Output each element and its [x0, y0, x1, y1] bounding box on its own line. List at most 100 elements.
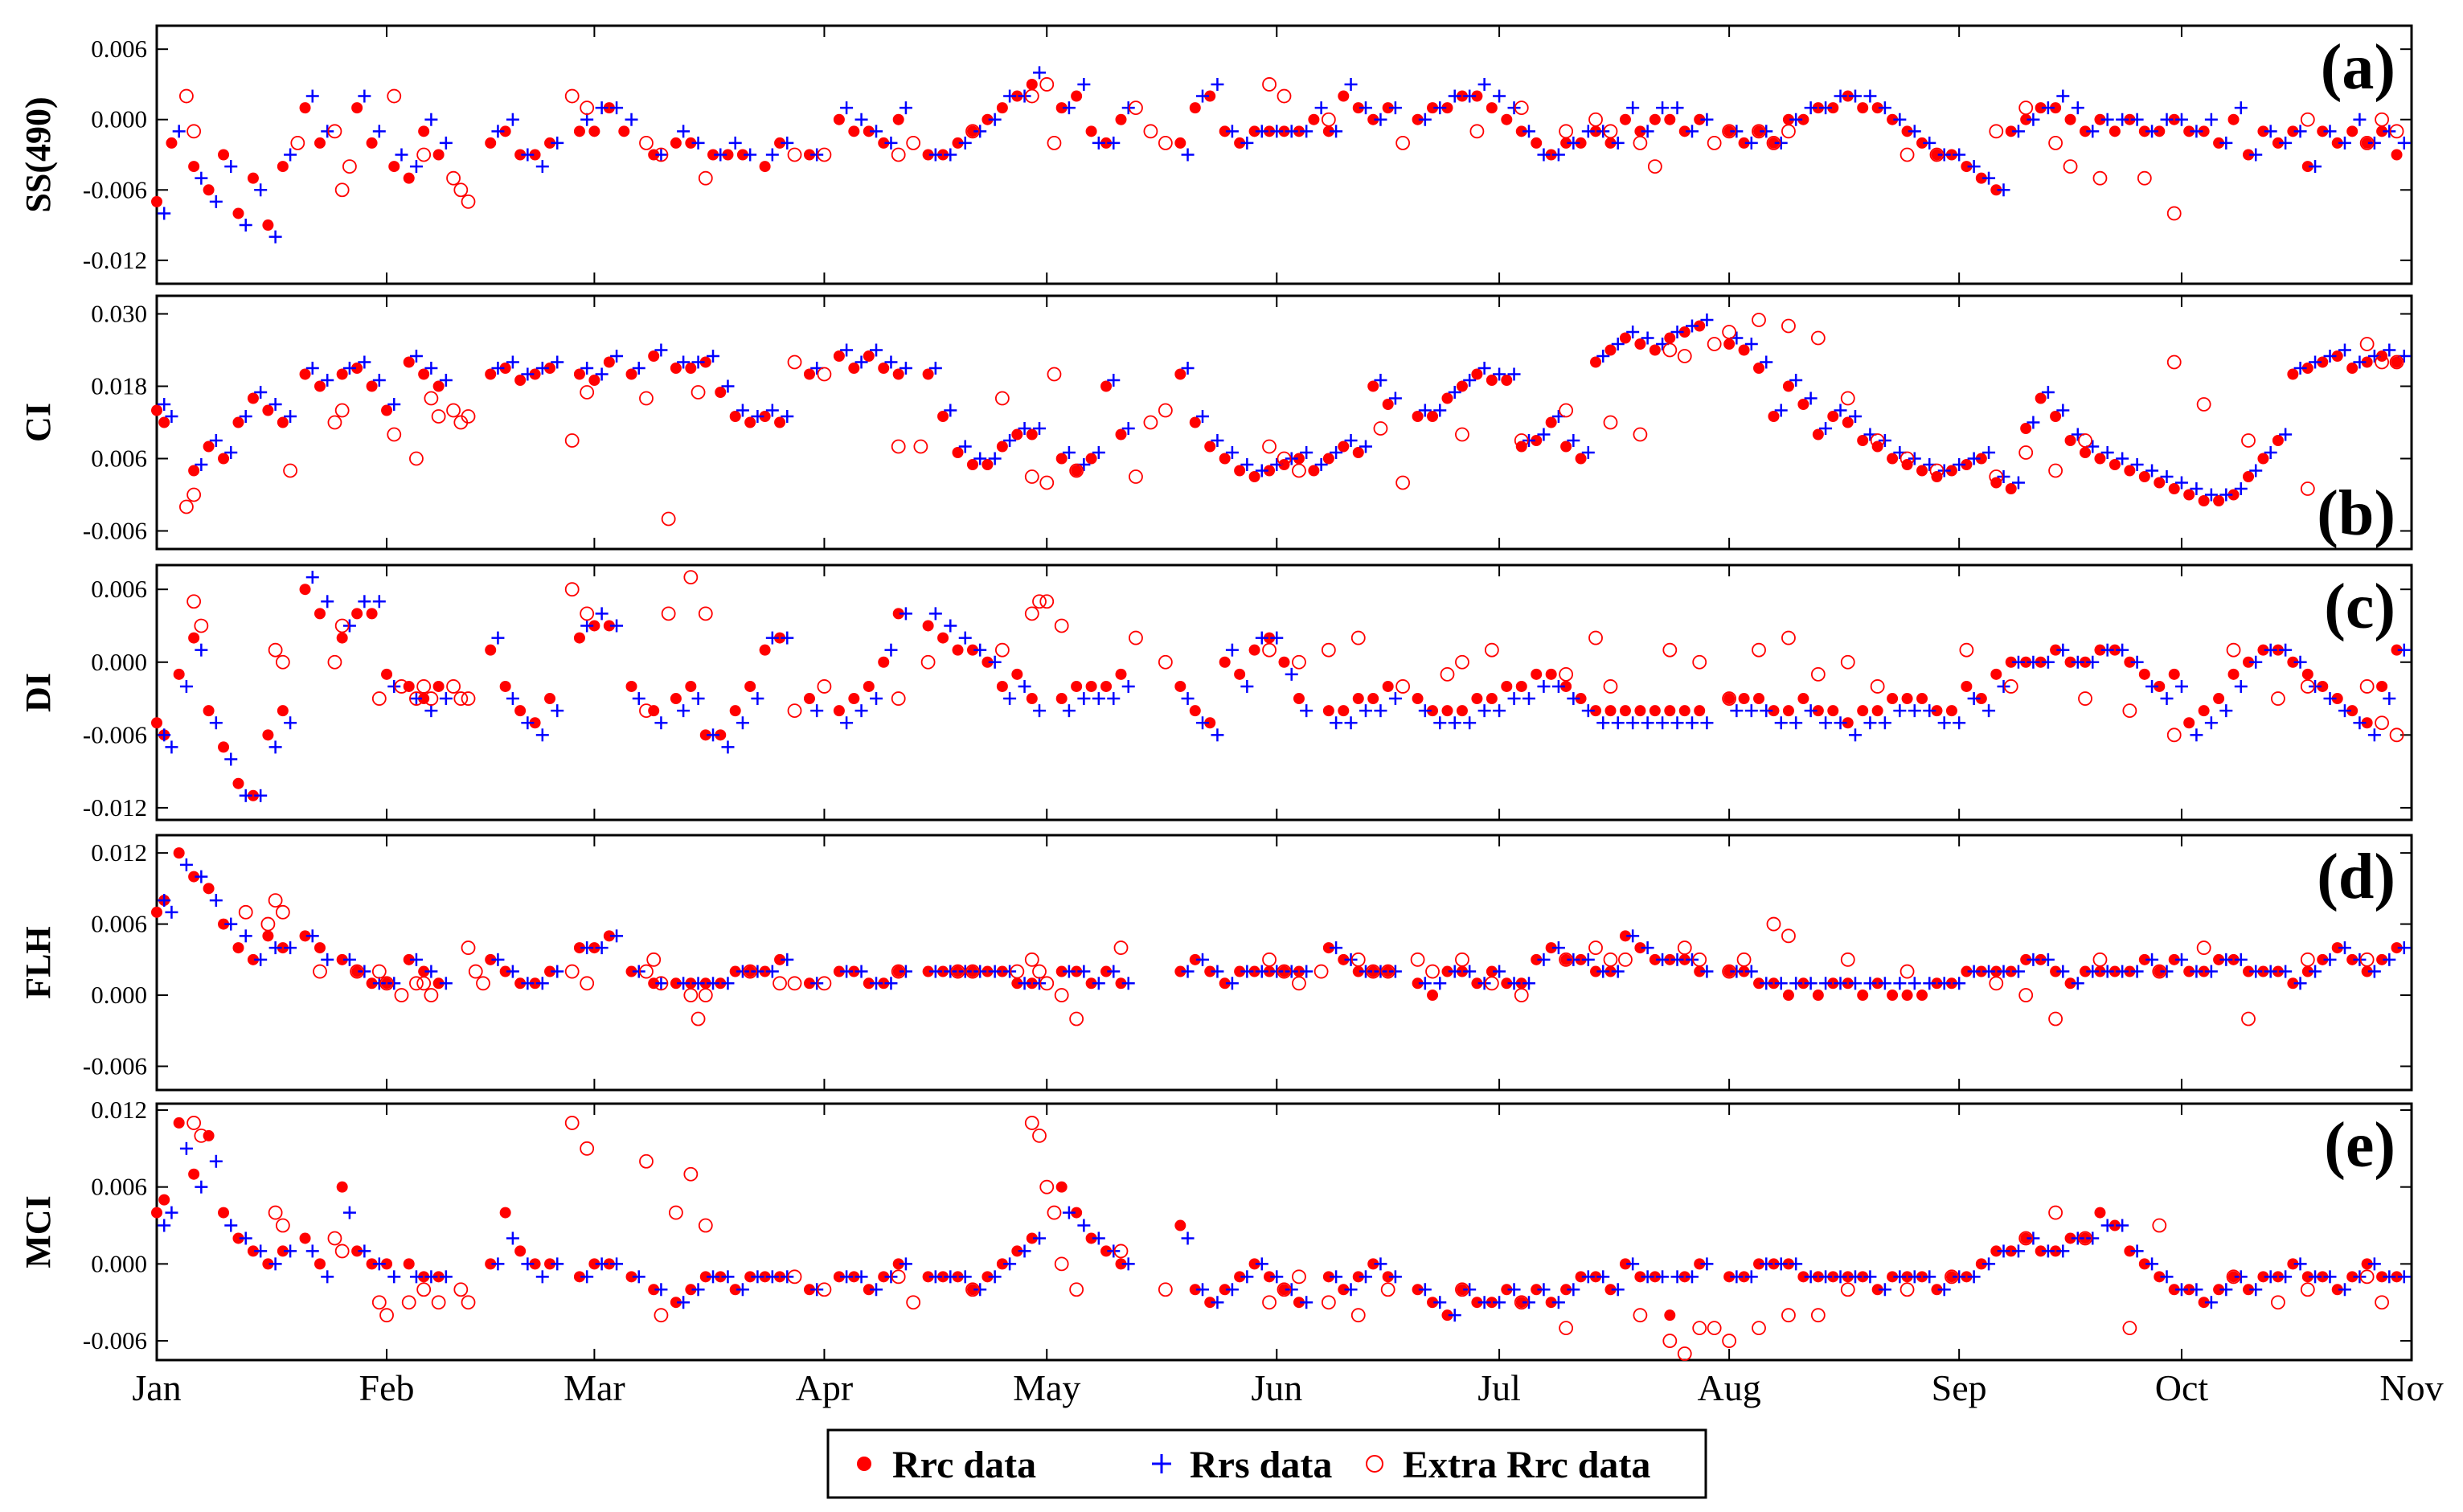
data-point-rrs	[580, 1270, 594, 1284]
data-point-rrs	[321, 125, 334, 138]
data-point-rrs	[1107, 1244, 1121, 1258]
data-point-extra-rrc	[698, 170, 713, 186]
data-point-rrs	[2041, 1244, 2055, 1258]
data-point-rrc	[1634, 942, 1646, 954]
data-point-extra-rrc	[416, 147, 432, 162]
data-point-rrs	[2323, 953, 2337, 966]
data-point-extra-rrc	[1113, 940, 1129, 955]
data-point-extra-rrc	[1277, 451, 1292, 466]
data-point-rrc	[218, 741, 230, 753]
data-point-rrc	[1219, 453, 1231, 465]
data-point-rrc	[982, 965, 994, 977]
y-axis-label: FLH	[18, 926, 58, 998]
data-point-rrc	[1115, 113, 1127, 125]
data-point-rrs	[1314, 458, 1328, 471]
data-point-rrs	[610, 101, 624, 115]
data-point-rrc	[2094, 453, 2106, 465]
data-point-extra-rrc	[1959, 642, 1974, 658]
data-point-rrs	[2323, 125, 2337, 138]
panel-frame	[155, 563, 2413, 822]
data-point-rrc	[1115, 977, 1127, 990]
data-point-rrs	[1744, 965, 1758, 978]
data-point-rrc	[2301, 668, 2313, 680]
data-point-rrc	[2005, 125, 2017, 137]
data-point-extra-rrc	[1277, 1282, 1292, 1297]
data-point-rrc	[1471, 90, 1483, 102]
data-point-rrs	[1225, 1283, 1239, 1297]
data-point-rrs	[988, 113, 1002, 126]
data-point-rrc	[648, 705, 660, 717]
data-point-rrs	[1537, 148, 1551, 162]
data-point-rrc	[833, 1271, 845, 1283]
data-point-extra-rrc	[1024, 88, 1039, 104]
data-point-rrc	[603, 620, 615, 632]
data-point-rrc	[2361, 717, 2373, 729]
data-point-rrs	[305, 89, 319, 103]
data-point-rrc	[432, 1271, 445, 1283]
data-point-rrs	[2116, 113, 2129, 126]
data-point-rrs	[840, 101, 854, 115]
data-point-rrs	[691, 355, 705, 369]
data-point-rrc	[1782, 1258, 1794, 1270]
data-point-rrs	[2056, 643, 2070, 657]
data-point-rrs	[1225, 446, 1239, 459]
data-point-rrc	[573, 632, 585, 644]
x-tick-label: Nov	[2379, 1367, 2443, 1408]
data-point-rrc	[2272, 137, 2284, 149]
data-point-rrs	[1567, 434, 1580, 447]
data-point-extra-rrc	[2078, 433, 2092, 448]
data-point-extra-rrc	[564, 433, 580, 448]
data-point-rrs	[1344, 1283, 1358, 1297]
data-point-extra-rrc	[1603, 124, 1618, 139]
data-point-rrs	[1463, 965, 1477, 978]
data-point-rrc	[1071, 90, 1083, 102]
data-point-rrc	[2020, 113, 2032, 125]
data-point-rrs	[2086, 655, 2100, 669]
data-point-extra-rrc	[394, 679, 409, 694]
series-rrc-data	[151, 78, 2403, 232]
data-point-rrs	[284, 1244, 297, 1258]
x-tick-label: Sep	[1932, 1367, 1987, 1408]
data-point-rrs	[521, 1257, 535, 1271]
legend-extra-rrc-label: Extra Rrc data	[1403, 1444, 1650, 1486]
data-point-extra-rrc	[580, 1141, 595, 1156]
data-point-rrc	[1634, 125, 1646, 137]
data-point-rrc	[1204, 717, 1216, 729]
data-point-rrc	[2257, 125, 2269, 137]
data-point-rrc	[1338, 1284, 1350, 1296]
data-point-rrs	[899, 362, 912, 375]
data-point-extra-rrc	[2018, 445, 2034, 460]
data-point-rrc	[670, 693, 682, 705]
chart-panels: 0.0060.000-0.006-0.012SS(490)(a)0.0300.0…	[18, 24, 2444, 1408]
data-point-rrs	[580, 941, 594, 955]
data-point-rrc	[1071, 680, 1083, 692]
data-point-extra-rrc	[1380, 964, 1395, 979]
data-point-rrc	[833, 113, 845, 125]
data-point-rrc	[1174, 965, 1186, 977]
data-point-rrs	[1551, 679, 1565, 693]
data-point-rrc	[759, 1271, 771, 1283]
data-point-rrc	[418, 1271, 430, 1283]
data-point-extra-rrc	[1143, 415, 1158, 430]
data-point-rrc	[1768, 137, 1780, 149]
data-point-rrc	[1234, 1271, 1246, 1283]
data-point-rrc	[1812, 705, 1824, 717]
data-point-rrc	[966, 1284, 978, 1296]
data-point-rrc	[2124, 1245, 2136, 1257]
data-point-rrc	[573, 1271, 585, 1283]
data-point-rrs	[2338, 343, 2351, 357]
data-point-rrs	[2204, 965, 2218, 978]
x-tick-label: Feb	[359, 1367, 415, 1408]
data-point-rrs	[677, 125, 691, 138]
data-point-rrs	[1656, 1270, 1670, 1284]
data-point-rrs	[491, 362, 505, 375]
data-point-rrc	[685, 137, 697, 149]
data-point-extra-rrc	[2137, 170, 2152, 186]
data-point-rrc	[996, 680, 1008, 692]
data-point-rrs	[625, 113, 638, 126]
data-point-rrc	[952, 1271, 964, 1283]
data-point-rrs	[973, 965, 987, 978]
data-point-rrc	[232, 1232, 244, 1244]
data-point-extra-rrc	[1559, 124, 1574, 139]
data-point-rrs	[2100, 113, 2114, 126]
